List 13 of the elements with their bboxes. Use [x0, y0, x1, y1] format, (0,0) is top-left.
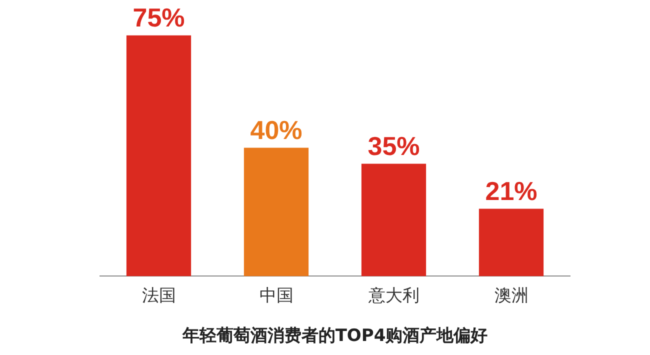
- x-tick-label: 中国: [259, 286, 294, 306]
- data-label: 40%: [250, 114, 302, 145]
- data-label: 75%: [132, 2, 185, 32]
- text: 年轻葡萄酒消费者的TOP4购酒产地偏好: [181, 326, 488, 346]
- data-label: 35%: [368, 130, 420, 161]
- bar: [478, 208, 544, 276]
- x-tick-label: 澳洲: [494, 286, 528, 306]
- data-label: 21%: [485, 176, 538, 206]
- bar: [244, 148, 309, 276]
- bar: [361, 164, 426, 276]
- x-tick-label: 意大利: [367, 286, 420, 306]
- x-tick-label: 法国: [142, 286, 176, 306]
- bar: [126, 35, 192, 276]
